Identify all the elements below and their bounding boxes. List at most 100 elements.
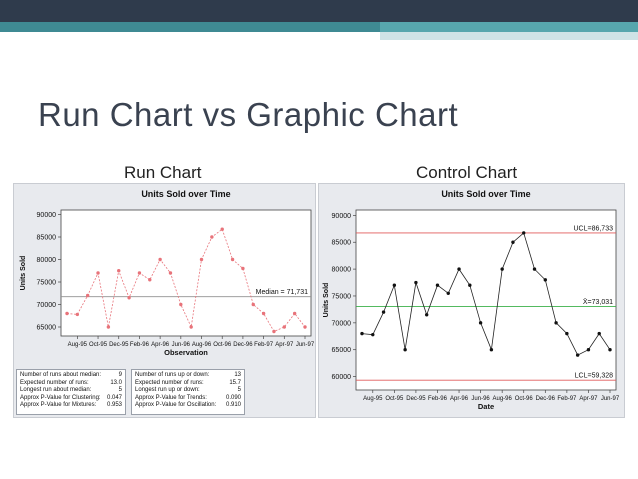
reference-line-label: UCL=86,733 (573, 225, 613, 232)
stats-value: 0.047 (106, 394, 122, 401)
x-axis-label: Observation (164, 348, 208, 357)
data-point (127, 296, 131, 300)
x-tick-label: Feb-97 (254, 342, 274, 348)
stats-label: Approx P-Value for Oscillation: (135, 402, 217, 409)
slide-title: Run Chart vs Graphic Chart (38, 96, 459, 133)
data-point (117, 269, 121, 273)
stats-label: Expected number of runs: (20, 379, 89, 386)
data-point (189, 325, 193, 329)
data-point (137, 271, 142, 275)
x-tick-label: Dec-95 (109, 342, 129, 348)
data-point (435, 283, 440, 287)
y-tick-label: 65000 (37, 325, 57, 332)
x-tick-label: Dec-95 (406, 396, 426, 402)
data-point (282, 325, 287, 329)
data-point (392, 283, 397, 287)
y-axis-label: Units Sold (323, 283, 330, 318)
x-tick-label: Oct-95 (385, 396, 404, 402)
x-axis-label: Date (478, 402, 494, 411)
stats-label: Approx P-Value for Clustering: (20, 394, 101, 401)
y-tick-label: 85000 (332, 240, 352, 247)
stats-value: 0.953 (106, 402, 122, 409)
chart-title: Units Sold over Time (141, 189, 230, 199)
data-point (106, 325, 111, 329)
data-point (597, 331, 601, 336)
header-accent-stripe (380, 22, 638, 32)
data-point (230, 257, 235, 262)
y-tick-label: 75000 (332, 293, 352, 300)
header-teal-stripe (0, 22, 638, 32)
stats-row: Number of runs about median: 9 (17, 372, 125, 380)
x-tick-label: Jun-96 (471, 396, 490, 402)
data-point (75, 312, 80, 317)
reference-line-label: X̄=73,031 (583, 298, 613, 306)
stats-value: 15.7 (229, 379, 241, 386)
stats-row: Number of runs up or down: 13 (132, 372, 244, 380)
stats-label: Approx P-Value for Mixtures: (20, 402, 97, 409)
data-point (261, 311, 266, 316)
run-chart: Units Sold over Time 65000 70000 75000 80000… (20, 189, 315, 357)
y-tick-label: 90000 (332, 213, 352, 220)
data-point (292, 311, 297, 316)
plot-area (60, 209, 312, 337)
run-stats-left: Number of runs about median: 9 Expected nu… (16, 369, 126, 415)
data-point (85, 293, 90, 298)
stats-value: 0.910 (225, 402, 241, 409)
data-point (179, 302, 183, 307)
x-tick-label: Oct-96 (515, 396, 534, 402)
stats-value: 13 (234, 372, 241, 378)
control-chart-heading: Control Chart (416, 163, 518, 182)
x-tick-label: Apr-97 (579, 396, 598, 402)
x-tick-label: Feb-96 (130, 342, 150, 348)
data-point (424, 313, 429, 317)
y-tick-label: 70000 (37, 302, 57, 309)
x-tick-label: Apr-96 (450, 396, 469, 402)
y-tick-label: 90000 (37, 212, 57, 219)
data-point (511, 240, 515, 244)
data-point (96, 271, 100, 275)
data-point (220, 227, 224, 231)
x-tick-label: Aug-96 (492, 396, 512, 402)
data-point (554, 321, 558, 325)
x-tick-label: Dec-96 (233, 342, 253, 348)
data-point (158, 257, 162, 262)
stats-label: Number of runs up or down: (135, 372, 210, 378)
stats-value: 5 (118, 387, 122, 394)
run-stats-right: Number of runs up or down: 13 Expected num… (131, 369, 245, 415)
data-point (478, 321, 483, 325)
y-tick-label: 70000 (332, 320, 352, 327)
y-tick-label: 65000 (332, 347, 352, 354)
x-tick-label: Aug-96 (192, 342, 212, 348)
stats-row: Longest run up or down: 5 (132, 387, 244, 395)
data-point (371, 332, 375, 337)
y-tick-label: 75000 (37, 280, 57, 287)
data-point (457, 267, 461, 271)
control-chart-panel: Units Sold over Time 60000 65000 70000 75000… (318, 183, 625, 418)
data-point (446, 291, 450, 295)
stats-label: Longest run about median: (20, 387, 92, 394)
y-tick-label: 60000 (332, 374, 352, 381)
header-accent-light-stripe (380, 32, 638, 40)
y-tick-label: 80000 (332, 267, 352, 274)
y-tick-label: 85000 (37, 235, 57, 242)
data-point (272, 329, 276, 334)
stats-row: Expected number of runs: 13.0 (17, 380, 125, 388)
x-tick-label: Jun-97 (296, 342, 315, 348)
stats-label: Number of runs about median: (20, 372, 102, 378)
stats-value: 0.090 (225, 394, 241, 401)
x-tick-label: Oct-95 (89, 342, 108, 348)
data-point (500, 267, 504, 271)
x-tick-label: Aug-95 (68, 342, 88, 348)
data-point (532, 267, 537, 271)
stats-label: Approx P-Value for Trends: (135, 394, 207, 401)
control-chart: Units Sold over Time 60000 65000 70000 75000… (323, 189, 620, 411)
data-point (489, 348, 494, 352)
x-tick-label: Feb-96 (428, 396, 448, 402)
chart-title: Units Sold over Time (441, 189, 530, 199)
reference-line-label: LCL=59,328 (575, 373, 613, 380)
y-tick-label: 80000 (37, 257, 57, 264)
stats-row: Expected number of runs: 15.7 (132, 380, 244, 388)
run-chart-heading: Run Chart (124, 163, 202, 182)
x-tick-label: Aug-95 (363, 396, 383, 402)
x-tick-label: Jun-97 (601, 396, 620, 402)
